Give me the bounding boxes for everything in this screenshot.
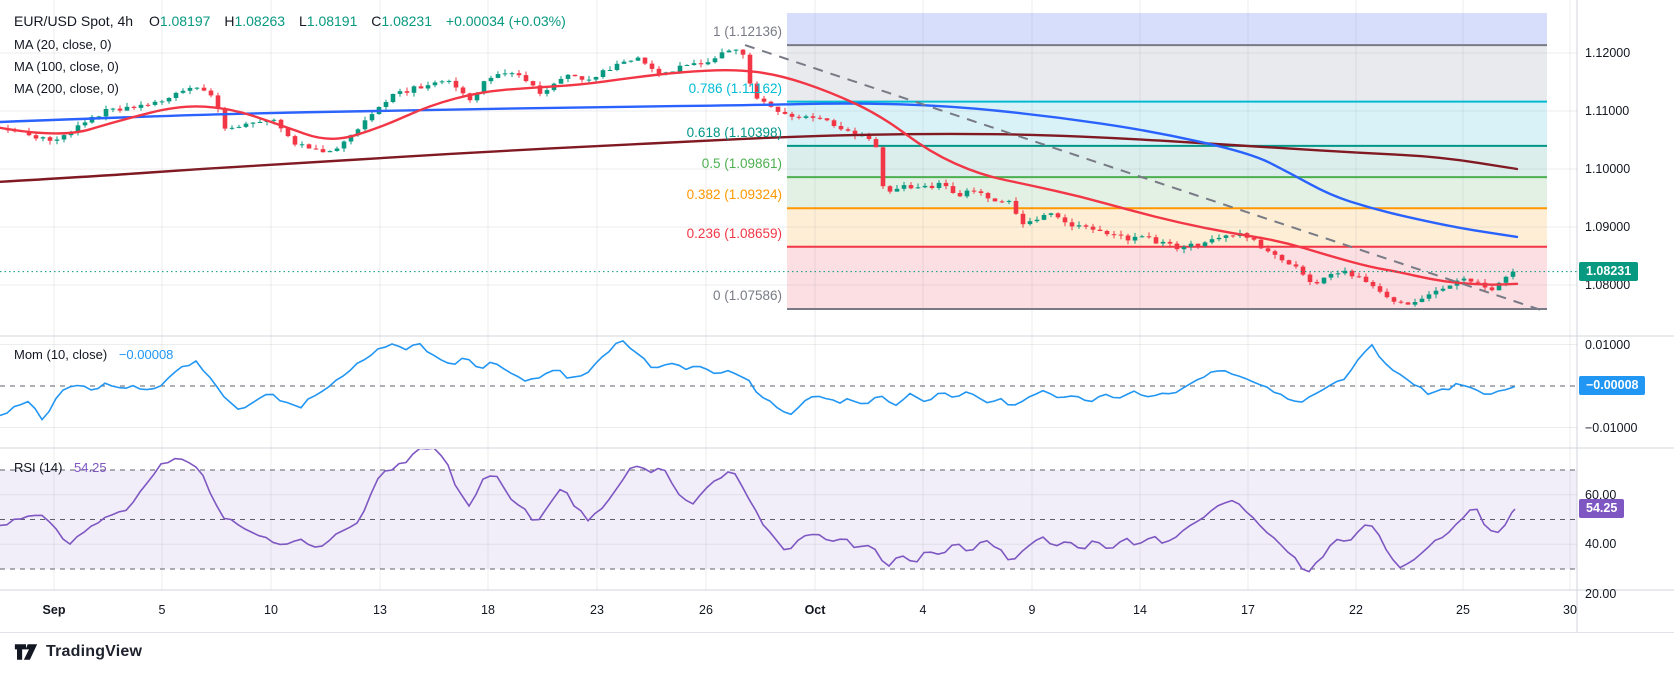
momentum-label: Mom (10, close) bbox=[14, 347, 108, 362]
fib-level-label: 0.382 (1.09324) bbox=[686, 187, 782, 203]
rsi-axis-label: 40.00 bbox=[1585, 537, 1617, 552]
time-axis-label: 26 bbox=[699, 603, 713, 617]
momentum-value-badge: −0.00008 bbox=[1579, 376, 1646, 396]
tradingview-logo-icon bbox=[14, 644, 38, 660]
fib-band bbox=[787, 45, 1547, 102]
momentum-value: −0.00008 bbox=[118, 347, 174, 362]
tradingview-logo-text: TradingView bbox=[46, 643, 143, 660]
fib-level-label: 0.5 (1.09861) bbox=[701, 156, 782, 172]
rsi-panel[interactable] bbox=[0, 448, 1577, 573]
rsi-axis-label: 60.00 bbox=[1585, 487, 1617, 502]
change-value: +0.00034 (+0.03%) bbox=[445, 13, 566, 29]
overlay-layer bbox=[0, 0, 1674, 632]
open-label: O bbox=[148, 13, 160, 29]
time-axis-label: 30 bbox=[1563, 603, 1577, 617]
fib-band bbox=[787, 101, 1547, 146]
price-axis-label: 1.08000 bbox=[1585, 278, 1631, 292]
symbol-legend: EUR/USD Spot, 4h O1.08197 H1.08263 L1.08… bbox=[14, 13, 566, 29]
price-panel[interactable] bbox=[0, 13, 1548, 313]
open-value: 1.08197 bbox=[159, 13, 211, 29]
ma20-line bbox=[0, 68, 1519, 286]
time-axis-label: 4 bbox=[919, 603, 927, 617]
close-value: 1.08231 bbox=[381, 13, 432, 29]
ma200-line bbox=[0, 132, 1519, 183]
tradingview-logo[interactable]: TradingView bbox=[14, 642, 142, 662]
trendline-dashed bbox=[744, 44, 1548, 313]
time-axis-label: Oct bbox=[804, 603, 826, 617]
fib-level-label: 0.786 (1.11162) bbox=[688, 80, 782, 96]
fib-band bbox=[787, 246, 1547, 310]
low-label: L bbox=[298, 13, 307, 29]
momentum-legend: Mom (10, close) −0.00008 bbox=[14, 347, 173, 362]
momentum-axis-label: 0.01000 bbox=[1585, 337, 1631, 352]
rsi-indicator-line bbox=[0, 449, 1516, 573]
last-price-badge: 1.08231 bbox=[1579, 261, 1639, 281]
price-axis-label: 1.10000 bbox=[1585, 162, 1631, 176]
time-axis-label: 25 bbox=[1456, 603, 1470, 617]
gridlines bbox=[0, 0, 1577, 590]
time-axis-label: 18 bbox=[481, 603, 495, 617]
fib-extension-band bbox=[787, 13, 1547, 46]
ma100-line bbox=[0, 102, 1519, 239]
low-value: 1.08191 bbox=[306, 13, 358, 29]
time-axis-label: 17 bbox=[1241, 603, 1255, 617]
fib-band bbox=[787, 208, 1547, 247]
ma200-legend: MA (200, close, 0) bbox=[14, 81, 119, 96]
time-axis-label: 9 bbox=[1028, 603, 1036, 617]
time-axis-label: 5 bbox=[158, 603, 166, 617]
fib-level-label: 0.618 (1.10398) bbox=[686, 124, 782, 140]
fib-band bbox=[787, 145, 1547, 178]
rsi-legend: RSI (14) 54.25 bbox=[14, 460, 107, 475]
high-label: H bbox=[224, 13, 235, 29]
price-axis-label: 1.12000 bbox=[1585, 46, 1631, 60]
time-axis-label: 22 bbox=[1349, 603, 1363, 617]
rsi-label: RSI (14) bbox=[14, 460, 63, 475]
close-label: C bbox=[371, 13, 382, 29]
time-axis-label: 14 bbox=[1133, 603, 1147, 617]
price-axis-label: 1.11000 bbox=[1585, 104, 1630, 118]
symbol-title: EUR/USD Spot, 4h bbox=[14, 13, 134, 29]
rsi-value: 54.25 bbox=[74, 460, 107, 475]
momentum-axis-label: −0.01000 bbox=[1585, 420, 1638, 435]
time-axis-label: 23 bbox=[590, 603, 604, 617]
time-axis-label: 10 bbox=[264, 603, 278, 617]
fib-level-label: 1 (1.12136) bbox=[712, 24, 782, 40]
fib-level-label: 0 (1.07586) bbox=[712, 288, 782, 303]
fib-band bbox=[787, 177, 1547, 209]
price-axis-label: 1.09000 bbox=[1585, 220, 1631, 234]
time-axis-label: Sep bbox=[42, 603, 66, 617]
ma20-legend: MA (20, close, 0) bbox=[14, 37, 112, 52]
momentum-indicator-line bbox=[0, 339, 1516, 421]
rsi-value-badge: 54.25 bbox=[1579, 498, 1625, 518]
footer-bar: TradingView bbox=[0, 632, 1674, 674]
fib-level-label: 0.236 (1.08659) bbox=[686, 225, 782, 241]
time-axis-label: 13 bbox=[373, 603, 387, 617]
rsi-axis-label: 20.00 bbox=[1585, 586, 1617, 601]
ma100-legend: MA (100, close, 0) bbox=[14, 59, 119, 74]
momentum-panel[interactable] bbox=[0, 339, 1577, 421]
high-value: 1.08263 bbox=[234, 13, 286, 29]
